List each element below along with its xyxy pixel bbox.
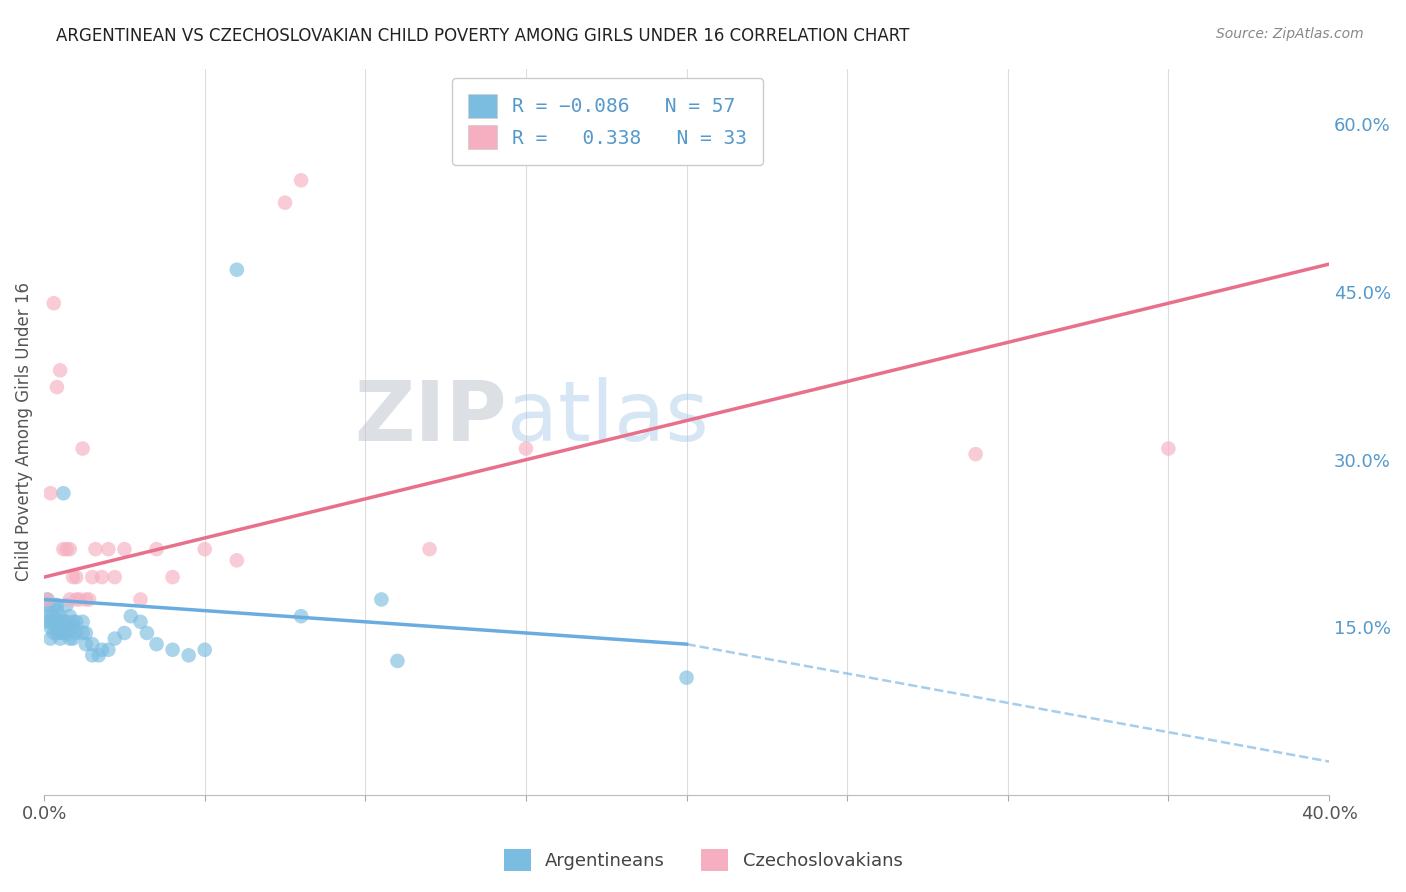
Point xyxy=(104,632,127,646)
Point xyxy=(145,542,167,557)
Point xyxy=(52,542,75,557)
Point xyxy=(62,570,84,584)
Point xyxy=(39,486,62,500)
Point xyxy=(42,609,65,624)
Point xyxy=(97,642,120,657)
Point xyxy=(104,570,127,584)
Legend: R = −0.086   N = 57, R =   0.338   N = 33: R = −0.086 N = 57, R = 0.338 N = 33 xyxy=(453,78,763,165)
Point xyxy=(82,637,104,651)
Point xyxy=(55,598,77,612)
Point xyxy=(37,592,59,607)
Point xyxy=(1157,442,1180,456)
Point xyxy=(82,570,104,584)
Point xyxy=(46,380,69,394)
Point xyxy=(177,648,200,663)
Point xyxy=(77,592,100,607)
Point xyxy=(84,542,107,557)
Point xyxy=(112,542,135,557)
Point xyxy=(59,592,82,607)
Point xyxy=(39,615,62,629)
Point xyxy=(194,642,217,657)
Point xyxy=(75,592,97,607)
Point xyxy=(87,648,110,663)
Point xyxy=(46,604,69,618)
Point xyxy=(59,542,82,557)
Point xyxy=(194,542,217,557)
Point xyxy=(46,626,69,640)
Point xyxy=(49,363,72,377)
Point xyxy=(42,615,65,629)
Point xyxy=(59,609,82,624)
Point xyxy=(90,642,112,657)
Point xyxy=(59,632,82,646)
Point xyxy=(52,626,75,640)
Point xyxy=(55,626,77,640)
Point xyxy=(162,642,184,657)
Point xyxy=(675,671,697,685)
Point xyxy=(129,592,152,607)
Point xyxy=(37,598,59,612)
Point xyxy=(46,620,69,634)
Point xyxy=(145,637,167,651)
Y-axis label: Child Poverty Among Girls Under 16: Child Poverty Among Girls Under 16 xyxy=(15,282,32,582)
Point xyxy=(290,609,312,624)
Point xyxy=(72,626,94,640)
Point xyxy=(49,626,72,640)
Legend: Argentineans, Czechoslovakians: Argentineans, Czechoslovakians xyxy=(496,842,910,879)
Point xyxy=(49,609,72,624)
Text: Source: ZipAtlas.com: Source: ZipAtlas.com xyxy=(1216,27,1364,41)
Text: ARGENTINEAN VS CZECHOSLOVAKIAN CHILD POVERTY AMONG GIRLS UNDER 16 CORRELATION CH: ARGENTINEAN VS CZECHOSLOVAKIAN CHILD POV… xyxy=(56,27,910,45)
Point xyxy=(65,615,87,629)
Point xyxy=(49,632,72,646)
Point xyxy=(82,648,104,663)
Point xyxy=(59,620,82,634)
Point xyxy=(90,570,112,584)
Point xyxy=(55,615,77,629)
Point xyxy=(65,592,87,607)
Text: ZIP: ZIP xyxy=(354,376,506,458)
Point xyxy=(225,262,247,277)
Point xyxy=(62,620,84,634)
Point xyxy=(42,598,65,612)
Point xyxy=(965,447,987,461)
Point xyxy=(39,620,62,634)
Point xyxy=(72,615,94,629)
Point xyxy=(52,486,75,500)
Point xyxy=(75,637,97,651)
Point xyxy=(62,615,84,629)
Point xyxy=(162,570,184,584)
Point xyxy=(55,542,77,557)
Point xyxy=(37,615,59,629)
Point xyxy=(515,442,537,456)
Point xyxy=(52,615,75,629)
Point xyxy=(112,626,135,640)
Point xyxy=(290,173,312,187)
Point xyxy=(62,632,84,646)
Point xyxy=(42,626,65,640)
Point xyxy=(129,615,152,629)
Point xyxy=(225,553,247,567)
Point xyxy=(69,592,91,607)
Point xyxy=(72,442,94,456)
Point xyxy=(75,626,97,640)
Point xyxy=(120,609,142,624)
Point xyxy=(46,598,69,612)
Point xyxy=(387,654,409,668)
Point xyxy=(419,542,441,557)
Point xyxy=(37,609,59,624)
Point xyxy=(37,592,59,607)
Point xyxy=(42,296,65,310)
Point xyxy=(65,570,87,584)
Point xyxy=(39,632,62,646)
Point xyxy=(97,542,120,557)
Point xyxy=(49,615,72,629)
Point xyxy=(370,592,392,607)
Text: atlas: atlas xyxy=(506,376,709,458)
Point xyxy=(39,604,62,618)
Point xyxy=(65,626,87,640)
Point xyxy=(135,626,157,640)
Point xyxy=(274,195,297,210)
